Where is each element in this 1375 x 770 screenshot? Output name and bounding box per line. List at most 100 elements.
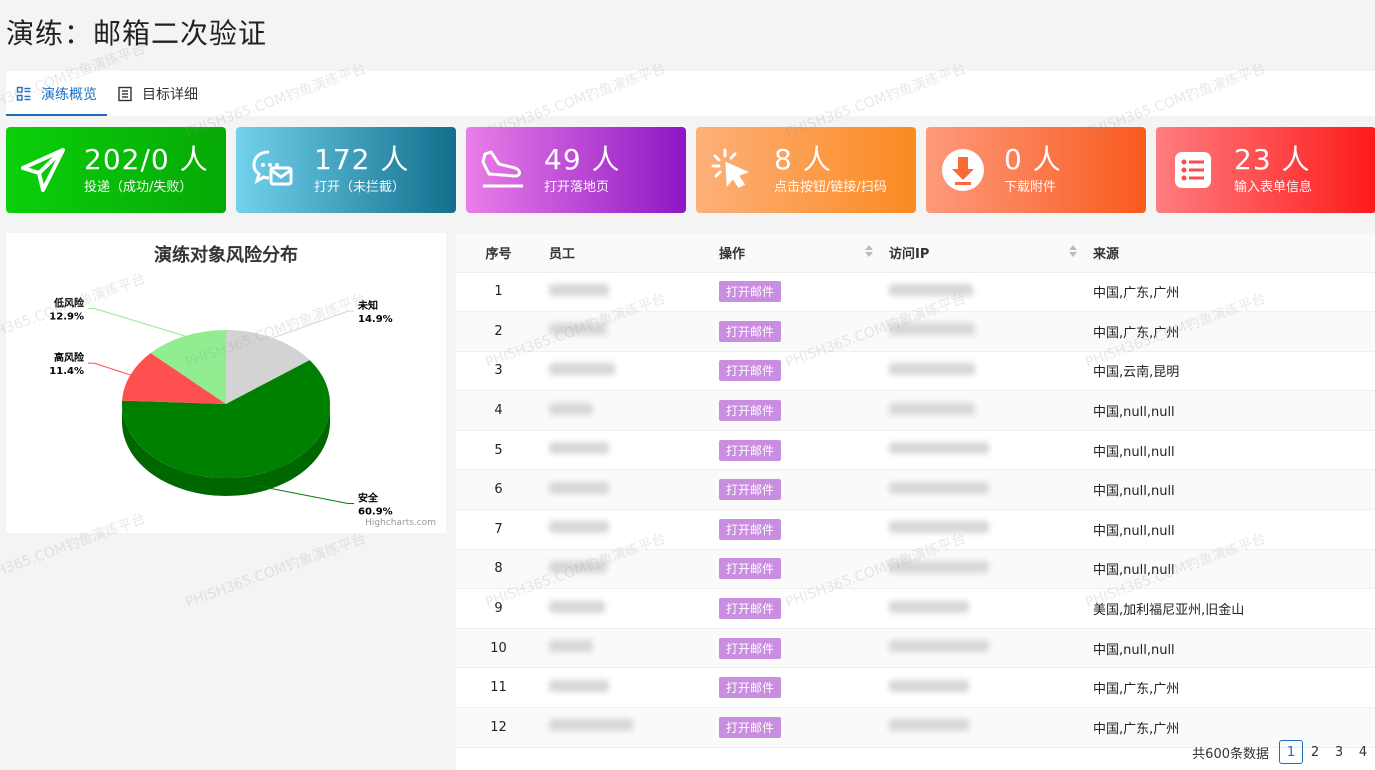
stat-value: 172 人 [314,143,410,176]
row-index: 5 [456,430,541,471]
page-button-4[interactable]: 4 [1358,744,1368,760]
action-cell: 打开邮件 [711,707,881,748]
source-cell: 中国,null,null [1085,628,1375,669]
send-plane-icon [18,145,68,195]
page-button-1[interactable]: 1 [1279,740,1303,764]
ip-cell [881,469,1085,511]
employee-cell [541,588,711,629]
pie-slice[interactable] [122,360,331,478]
open-mail-tag[interactable]: 打开邮件 [719,320,782,342]
tab-target-detail[interactable]: 目标详细 [107,71,208,116]
employee-cell [541,549,711,590]
col-header-ip[interactable]: 访问IP [881,233,1085,273]
employee-blurred [549,362,615,375]
stat-value: 202/0 人 [84,143,209,176]
open-mail-tag[interactable]: 打开邮件 [719,716,782,738]
ip-blurred [889,679,969,692]
row-index: 4 [456,390,541,431]
table-row: 9 打开邮件 美国,加利福尼亚州,旧金山 [456,588,1375,629]
chart-credit[interactable]: Highcharts.com [365,518,436,528]
pie-slice-side [122,404,330,496]
tab-overview[interactable]: 演练概览 [6,71,107,116]
table-row: 11 打开邮件 中国,广东,广州 [456,667,1375,709]
source-cell: 中国,云南,昆明 [1085,351,1375,392]
source-cell: 美国,加利福尼亚州,旧金山 [1085,588,1375,629]
employee-cell [541,351,711,392]
stat-value: 49 人 [544,143,621,176]
table-row: 12 打开邮件 中国,广东,广州 [456,707,1375,748]
pie-slice[interactable] [150,330,226,404]
stat-card-download[interactable]: 0 人 下载附件 [926,127,1146,213]
employee-cell [541,667,711,709]
ip-cell [881,272,1085,313]
stat-label: 输入表单信息 [1234,180,1313,195]
table-row: 8 打开邮件 中国,null,null [456,549,1375,590]
pie-label-name: 未知 [357,299,378,312]
col-header-source-label: 来源 [1093,246,1120,262]
open-mail-tag[interactable]: 打开邮件 [719,558,782,580]
pie-slice[interactable] [226,330,310,404]
ip-blurred [889,560,989,573]
open-mail-tag[interactable]: 打开邮件 [719,637,782,659]
page-button-3[interactable]: 3 [1334,744,1344,760]
row-index: 11 [456,667,541,709]
source-cell: 中国,广东,广州 [1085,667,1375,709]
pagination: 共600条数据 1 2 3 4 [1192,740,1375,764]
table-row: 4 打开邮件 中国,null,null [456,390,1375,431]
table-header-row: 序号 员工 操作 访问IP 来源 [456,233,1375,273]
stat-card-landing[interactable]: 49 人 打开落地页 [466,127,686,213]
action-cell: 打开邮件 [711,272,881,313]
stat-label: 打开落地页 [544,180,610,195]
open-mail-tag[interactable]: 打开邮件 [719,677,782,699]
sort-icon[interactable] [865,245,873,259]
risk-pie-chart: 演练对象风险分布 未知 14.9% 安全 60.9% 高风险 11.4% 低风险 12.9% … [6,233,446,533]
employee-cell [541,272,711,313]
tab-bar: 演练概览 目标详细 [6,71,1375,116]
ip-blurred [889,323,975,336]
row-index: 9 [456,588,541,629]
employee-blurred [549,283,609,296]
ip-cell [881,707,1085,748]
open-mail-tag[interactable]: 打开邮件 [719,400,782,422]
action-cell: 打开邮件 [711,311,881,352]
open-mail-tag[interactable]: 打开邮件 [719,598,782,620]
open-mail-tag[interactable]: 打开邮件 [719,439,782,461]
stat-card-form[interactable]: 23 人 输入表单信息 [1156,127,1375,213]
row-index: 6 [456,469,541,511]
stat-card-clicked[interactable]: 8 人 点击按钮/链接/扫码 [696,127,916,213]
stat-label: 下载附件 [1004,180,1057,195]
employee-blurred [549,719,633,732]
stat-card-delivered[interactable]: 202/0 人 投递（成功/失败） [6,127,226,213]
employee-blurred [549,560,607,573]
open-mail-tag[interactable]: 打开邮件 [719,518,782,540]
ip-blurred [889,402,975,415]
chart-title: 演练对象风险分布 [154,245,298,266]
action-cell: 打开邮件 [711,667,881,709]
stat-label: 点击按钮/链接/扫码 [774,180,887,195]
download-icon [938,145,988,195]
ip-cell [881,390,1085,431]
source-cell: 中国,广东,广州 [1085,311,1375,352]
source-cell: 中国,广东,广州 [1085,272,1375,313]
col-header-employee-label: 员工 [549,246,576,262]
ip-blurred [889,481,989,494]
open-mail-chat-icon [248,145,298,195]
stat-card-opened[interactable]: 172 人 打开（未拦截） [236,127,456,213]
open-mail-tag[interactable]: 打开邮件 [719,360,782,382]
ip-blurred [889,600,969,613]
ip-cell [881,311,1085,352]
pie-slice[interactable] [122,352,226,404]
stat-value: 8 人 [774,143,832,176]
action-cell: 打开邮件 [711,351,881,392]
page-button-2[interactable]: 2 [1310,744,1320,760]
tab-overview-label: 演练概览 [41,86,97,103]
col-header-action[interactable]: 操作 [711,233,881,273]
stat-value: 23 人 [1234,143,1311,176]
sort-icon[interactable] [1069,245,1077,259]
row-index: 3 [456,351,541,392]
open-mail-tag[interactable]: 打开邮件 [719,479,782,501]
table-row: 6 打开邮件 中国,null,null [456,469,1375,511]
stat-label: 投递（成功/失败） [84,180,193,195]
open-mail-tag[interactable]: 打开邮件 [719,281,782,303]
employee-blurred [549,442,609,455]
